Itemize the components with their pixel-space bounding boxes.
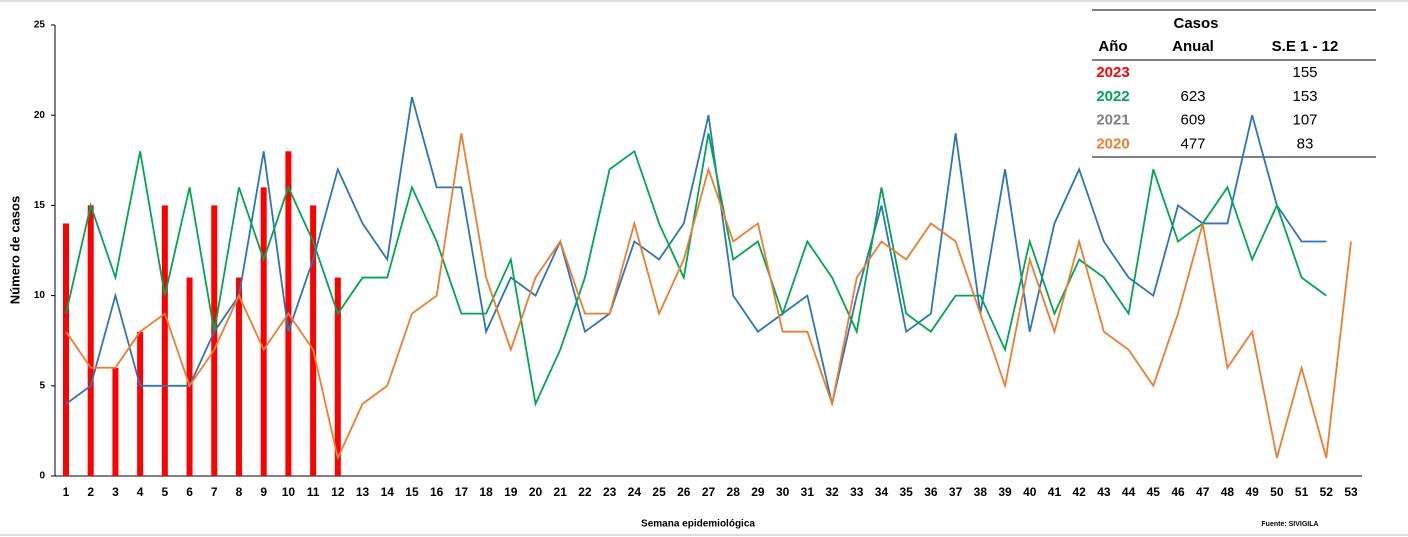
x-tick-label: 39 bbox=[998, 485, 1012, 499]
y-tick-label: 5 bbox=[39, 380, 45, 391]
x-tick-label: 14 bbox=[381, 485, 395, 499]
table-se: 107 bbox=[1292, 112, 1317, 129]
x-tick-label: 23 bbox=[603, 485, 617, 499]
bar bbox=[260, 187, 267, 477]
x-tick-label: 43 bbox=[1097, 485, 1111, 499]
x-tick-label: 17 bbox=[455, 485, 469, 499]
x-tick-label: 44 bbox=[1122, 485, 1136, 499]
x-tick-label: 21 bbox=[554, 485, 568, 499]
x-tick-label: 52 bbox=[1320, 485, 1334, 499]
x-tick-label: 25 bbox=[652, 485, 666, 499]
x-tick-label: 11 bbox=[307, 485, 320, 499]
x-tick-label: 33 bbox=[850, 485, 864, 499]
table-se: 153 bbox=[1292, 88, 1317, 105]
y-tick-label: 20 bbox=[34, 110, 46, 121]
x-tick-label: 22 bbox=[578, 485, 592, 499]
x-tick-label: 28 bbox=[727, 485, 741, 499]
line bbox=[65, 133, 1327, 407]
x-tick-label: 20 bbox=[529, 485, 543, 499]
x-tick-label: 53 bbox=[1344, 485, 1358, 499]
source-note: Fuente: SIVIGILA bbox=[1261, 521, 1318, 528]
bar bbox=[211, 205, 218, 476]
x-tick-label: 40 bbox=[1023, 485, 1037, 499]
table-year: 2023 bbox=[1096, 64, 1129, 81]
x-tick-label: 46 bbox=[1171, 485, 1185, 499]
x-tick-label: 35 bbox=[900, 485, 914, 499]
x-tick-label: 12 bbox=[331, 485, 345, 499]
line bbox=[65, 133, 1352, 461]
x-tick-label: 34 bbox=[875, 485, 889, 499]
bar bbox=[161, 205, 168, 476]
table-se: 83 bbox=[1297, 135, 1314, 152]
table-year: 2022 bbox=[1096, 88, 1129, 105]
bar bbox=[137, 331, 144, 476]
x-tick-label: 18 bbox=[479, 485, 493, 499]
table-annual: 477 bbox=[1180, 135, 1205, 152]
x-tick-label: 41 bbox=[1048, 485, 1062, 499]
y-tick-label: 10 bbox=[34, 290, 46, 301]
x-tick-label: 47 bbox=[1196, 485, 1210, 499]
x-tick-label: 19 bbox=[504, 485, 518, 499]
table-annual: 623 bbox=[1180, 88, 1205, 105]
bar bbox=[310, 205, 317, 476]
x-tick-label: 29 bbox=[751, 485, 765, 499]
y-tick-label: 0 bbox=[39, 471, 45, 482]
x-tick-label: 15 bbox=[405, 485, 419, 499]
y-tick-label: 15 bbox=[34, 200, 46, 211]
x-tick-label: 30 bbox=[776, 485, 790, 499]
x-tick-label: 9 bbox=[260, 485, 267, 499]
x-tick-label: 37 bbox=[949, 485, 963, 499]
x-tick-label: 50 bbox=[1270, 485, 1284, 499]
x-tick-label: 32 bbox=[825, 485, 839, 499]
x-tick-label: 1 bbox=[63, 485, 70, 499]
x-tick-label: 3 bbox=[112, 485, 119, 499]
x-tick-label: 45 bbox=[1147, 485, 1161, 499]
table-year: 2021 bbox=[1096, 112, 1129, 129]
table-title: Casos bbox=[1173, 15, 1218, 32]
bar bbox=[63, 223, 69, 476]
line bbox=[65, 96, 1327, 405]
y-axis-label: Número de casos bbox=[7, 196, 22, 304]
bar bbox=[235, 277, 242, 476]
x-tick-label: 7 bbox=[211, 485, 218, 499]
x-tick-label: 5 bbox=[162, 485, 169, 499]
x-tick-label: 2 bbox=[87, 485, 94, 499]
x-tick-label: 8 bbox=[236, 485, 243, 499]
x-axis-label: Semana epidemiológica bbox=[641, 519, 755, 530]
x-tick-label: 31 bbox=[801, 485, 815, 499]
x-tick-label: 38 bbox=[974, 485, 988, 499]
x-tick-label: 10 bbox=[282, 485, 296, 499]
table-header: Año bbox=[1098, 38, 1127, 55]
x-tick-label: 13 bbox=[356, 485, 370, 499]
x-tick-label: 4 bbox=[137, 485, 144, 499]
table-header: S.E 1 - 12 bbox=[1272, 38, 1339, 55]
bar bbox=[87, 205, 94, 476]
table-year: 2020 bbox=[1096, 135, 1129, 152]
y-tick-label: 25 bbox=[34, 20, 46, 31]
x-tick-label: 6 bbox=[186, 485, 193, 499]
x-tick-label: 16 bbox=[430, 485, 444, 499]
bar bbox=[334, 277, 341, 476]
bar bbox=[112, 367, 119, 476]
x-tick-label: 24 bbox=[628, 485, 642, 499]
x-tick-label: 36 bbox=[924, 485, 938, 499]
x-tick-label: 27 bbox=[702, 485, 716, 499]
bar bbox=[186, 277, 193, 476]
x-tick-label: 48 bbox=[1221, 485, 1235, 499]
x-tick-label: 42 bbox=[1072, 485, 1086, 499]
x-tick-label: 49 bbox=[1245, 485, 1259, 499]
table-header: Anual bbox=[1172, 38, 1214, 55]
x-tick-label: 51 bbox=[1295, 485, 1309, 499]
table-se: 155 bbox=[1292, 64, 1317, 81]
x-tick-label: 26 bbox=[677, 485, 691, 499]
table-annual: 609 bbox=[1180, 112, 1205, 129]
